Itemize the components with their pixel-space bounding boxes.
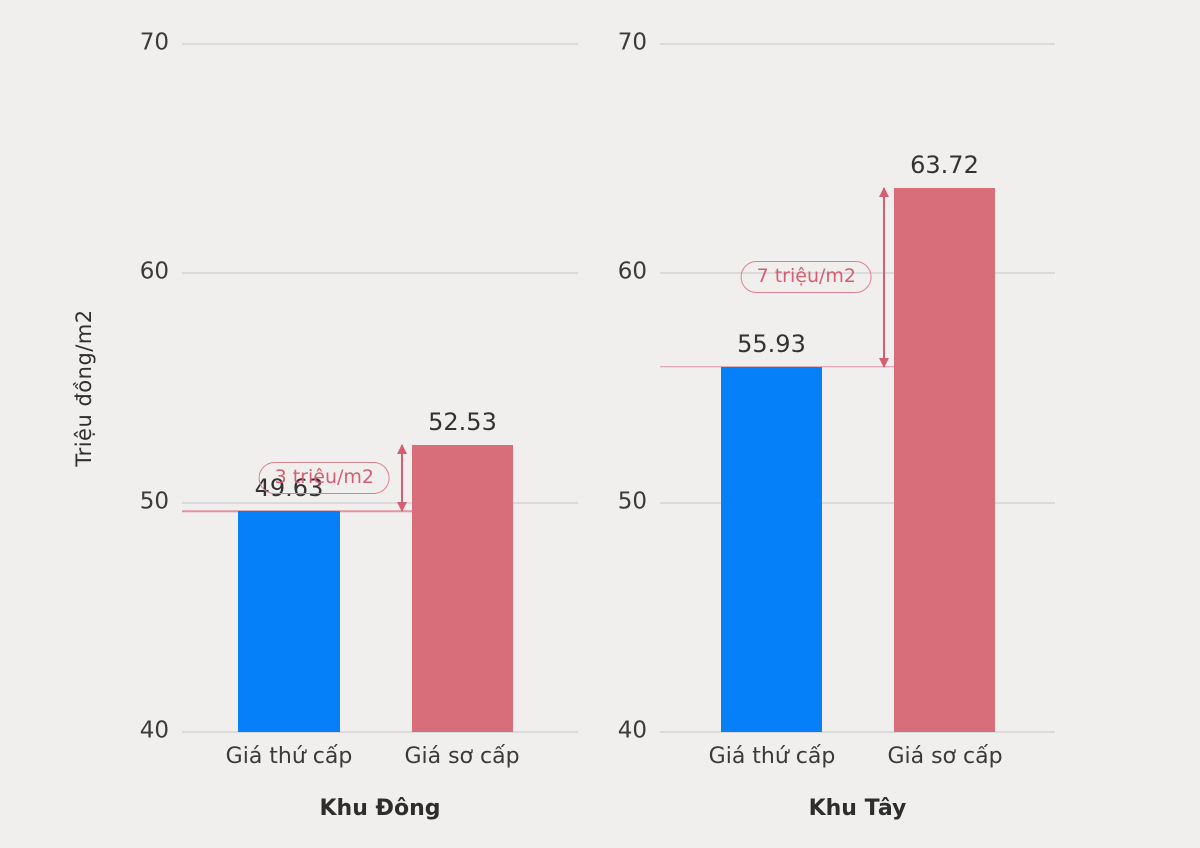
group-label: Khu Tây (808, 796, 907, 821)
bar-gia-so-cap: 52.53 (412, 408, 513, 732)
category-label: Giá sơ cấp (887, 744, 1003, 769)
y-tick-label: 50 (139, 488, 169, 515)
diff-annotation-pill: 3 triệu/m2 (258, 461, 390, 494)
category-label: Giá sơ cấp (404, 744, 520, 769)
gridline-50: 50 (618, 488, 1055, 514)
y-tick-label: 70 (617, 29, 647, 56)
y-tick-label: 70 (139, 29, 169, 56)
bar-value-label: 52.53 (428, 407, 497, 436)
plot-area: 70 60 50 40 49.63 52.53 3 triệu/m2 Giá t… (140, 30, 578, 821)
arrow-up-icon (879, 187, 889, 198)
bar-gia-thu-cap: 55.93 (721, 330, 822, 732)
gridline-70: 70 (140, 30, 578, 56)
bar-gia-thu-cap: 49.63 (238, 474, 340, 732)
y-tick-label: 40 (139, 717, 169, 744)
y-tick-label: 40 (617, 717, 647, 744)
bar-value-label: 63.72 (910, 151, 979, 180)
bar-value-label: 55.93 (737, 329, 806, 358)
gridline-40-baseline: 40 (140, 718, 578, 744)
category-label: Giá thứ cấp (225, 744, 353, 769)
gridline-70: 70 (618, 30, 1055, 56)
category-label: Giá thứ cấp (708, 744, 836, 769)
gridline-50: 50 (140, 488, 578, 514)
y-tick-label: 60 (617, 259, 647, 286)
panel-khu-dong: 70 60 50 40 49.63 52.53 3 triệu/m2 Giá t… (140, 30, 578, 821)
diff-annotation-pill: 7 triệu/m2 (740, 261, 872, 294)
group-label: Khu Đông (319, 796, 441, 821)
panel-khu-tay: 70 60 50 40 55.93 63.72 7 triệu/m2 Giá t… (618, 30, 1055, 821)
y-tick-label: 60 (139, 259, 169, 286)
diff-arrow (879, 187, 889, 368)
diff-arrow (397, 443, 407, 513)
y-tick-label: 50 (617, 488, 647, 515)
gridline-60: 60 (140, 259, 578, 285)
arrow-down-icon (879, 357, 889, 368)
plot-area: 70 60 50 40 55.93 63.72 7 triệu/m2 Giá t… (618, 30, 1055, 821)
bar-gia-so-cap: 63.72 (894, 151, 995, 732)
arrow-down-icon (397, 502, 407, 513)
gridline-40-baseline: 40 (618, 718, 1055, 744)
y-axis-title: Triệu đồng/m2 (72, 309, 96, 467)
arrow-up-icon (397, 443, 407, 454)
